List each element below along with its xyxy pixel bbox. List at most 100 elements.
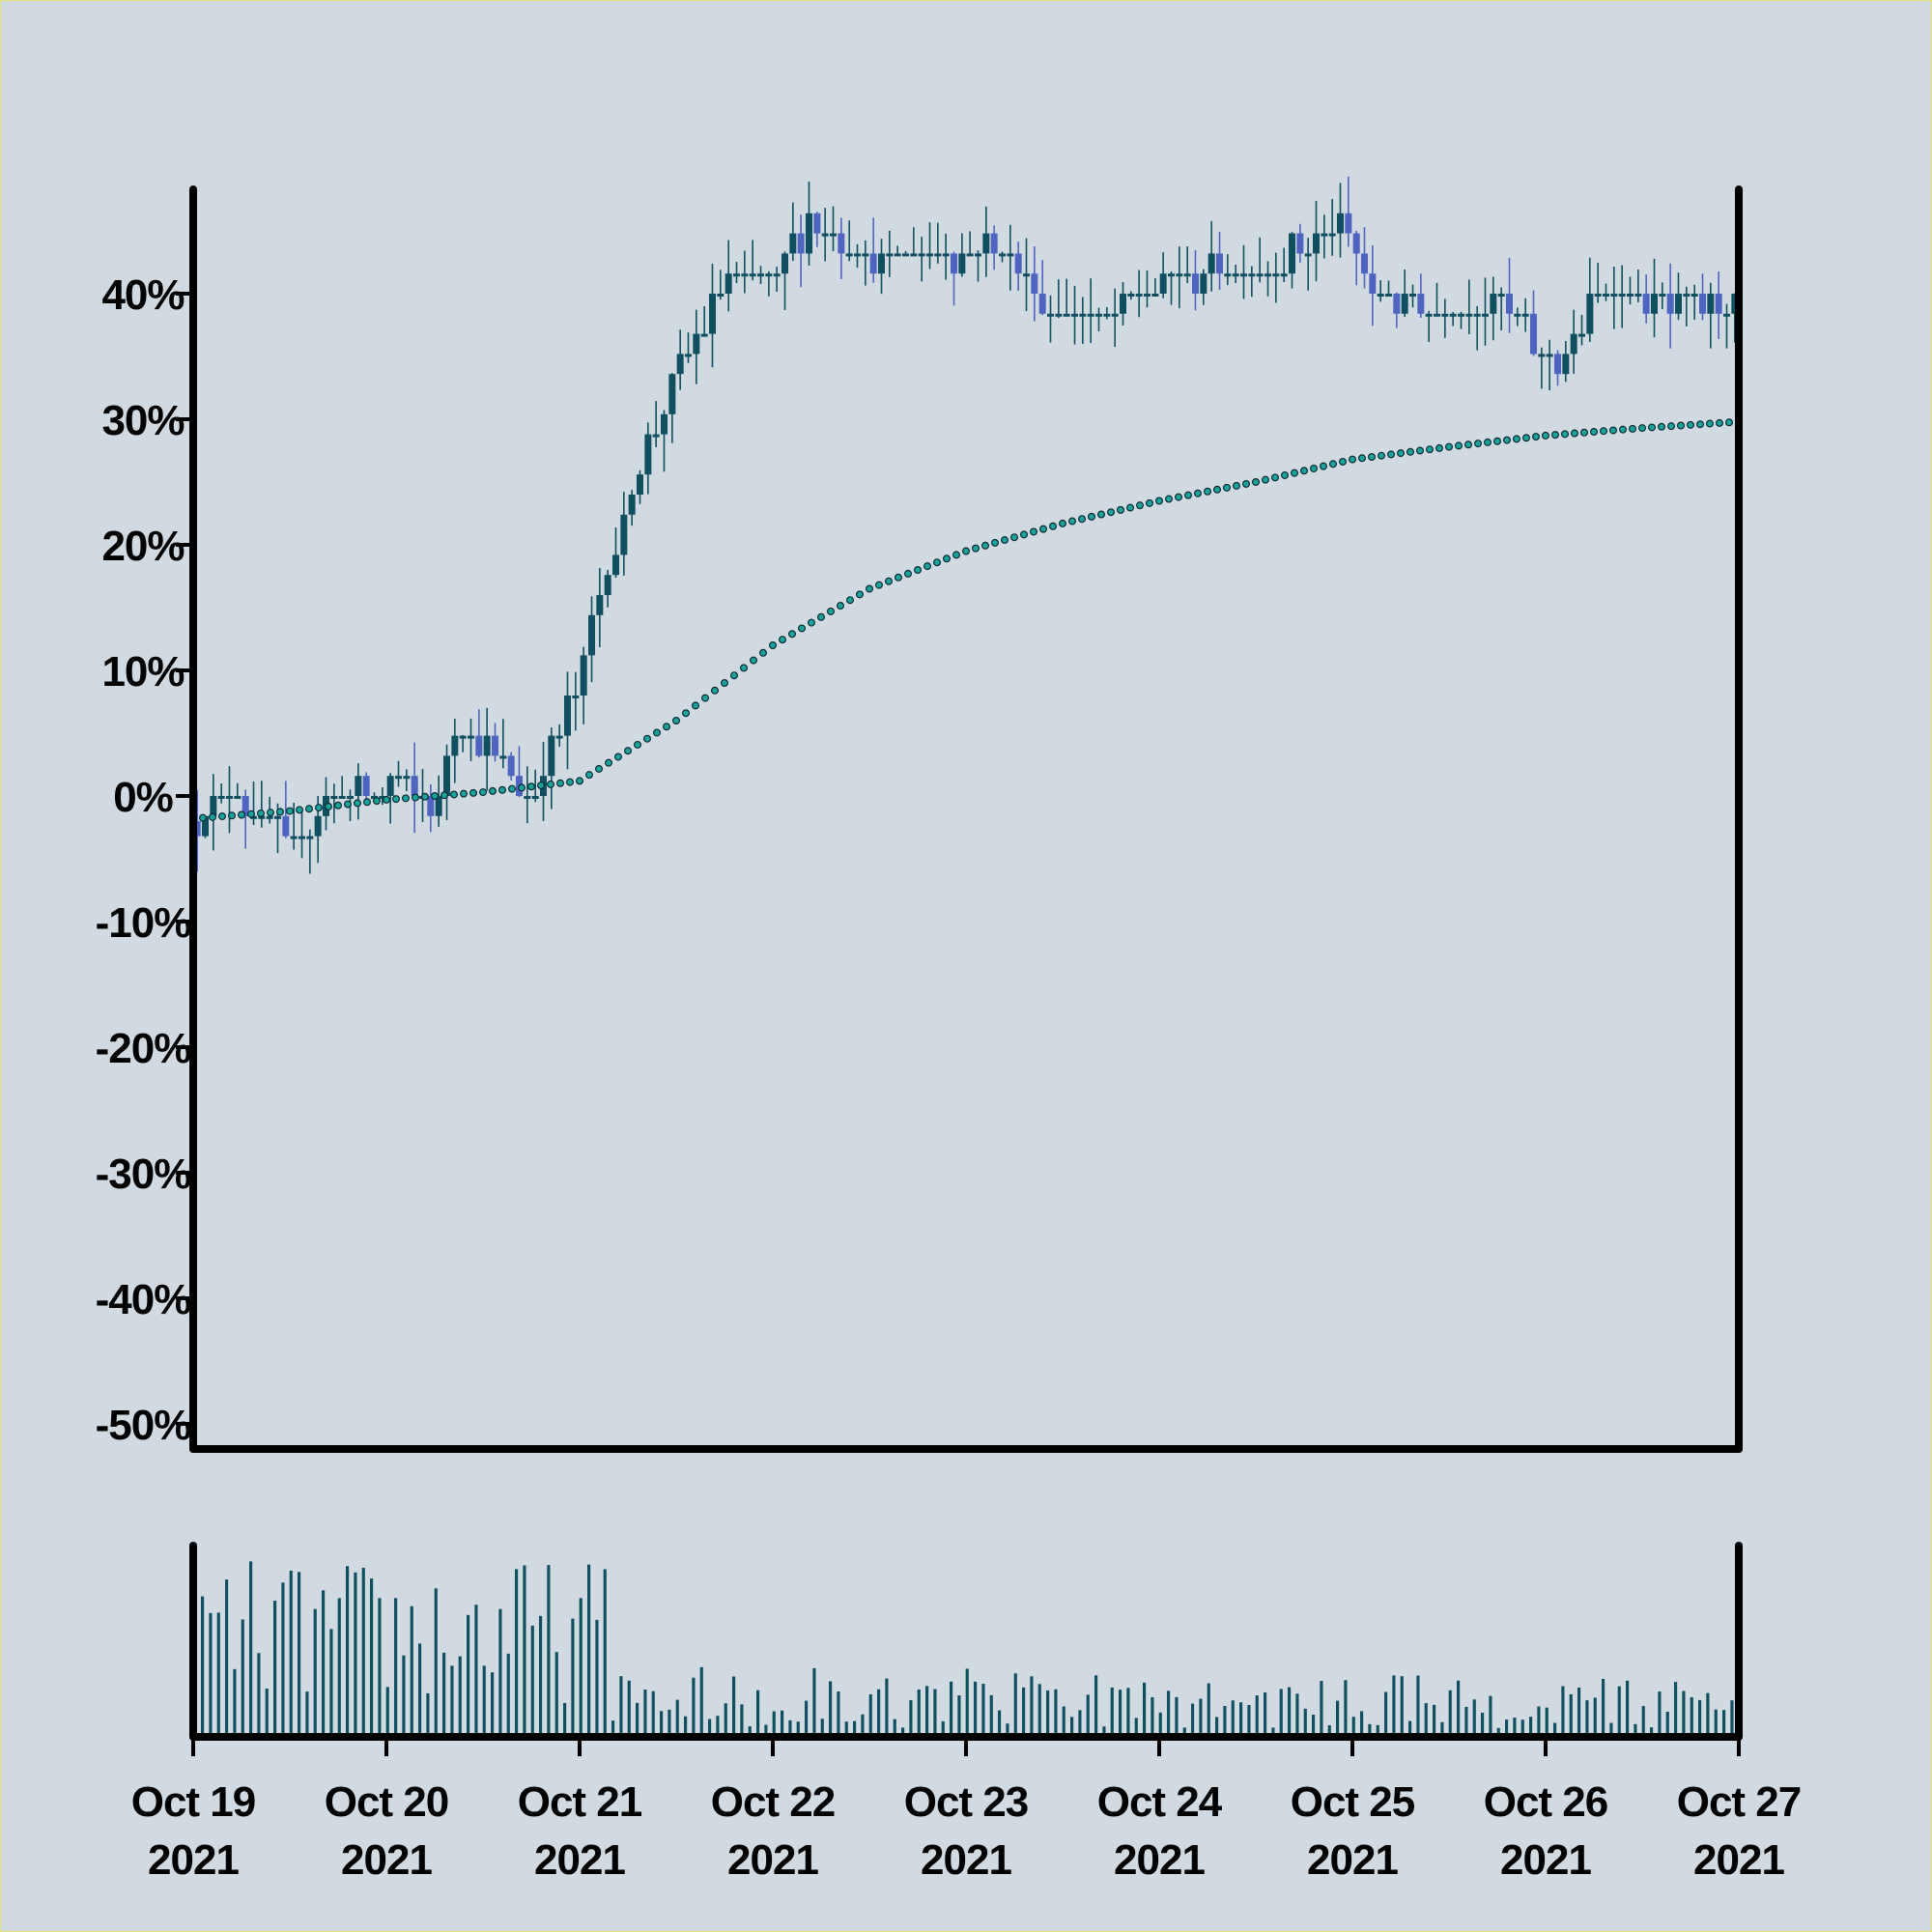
candle-body <box>330 796 338 799</box>
moving-average-point <box>1328 460 1337 469</box>
candle-body <box>1120 294 1126 314</box>
moving-average-line <box>199 418 1733 822</box>
moving-average-point <box>1058 519 1066 527</box>
volume-bar <box>289 1570 293 1733</box>
volume-bar <box>491 1672 495 1733</box>
candle-body <box>1666 294 1674 314</box>
moving-average-point <box>1319 462 1327 470</box>
volume-bar <box>418 1643 422 1733</box>
volume-bar <box>595 1619 599 1733</box>
candle-body <box>548 735 555 777</box>
candle-body <box>1458 313 1464 317</box>
moving-average-point <box>1473 440 1482 448</box>
moving-average-point <box>344 800 353 809</box>
candle-body <box>492 735 498 756</box>
volume-bar <box>965 1668 969 1733</box>
candle-body <box>1095 313 1102 317</box>
candle-body <box>1610 294 1618 297</box>
volume-bar <box>1360 1711 1364 1733</box>
moving-average-point <box>836 602 844 611</box>
candle-body <box>1530 313 1537 355</box>
candle-body <box>644 434 652 475</box>
candle-body <box>435 796 442 816</box>
candles <box>193 176 1739 874</box>
moving-average-point <box>1106 508 1115 517</box>
volume-bar <box>1022 1687 1026 1733</box>
volume-bar <box>788 1719 792 1733</box>
moving-average-point <box>1657 422 1665 431</box>
volume-bar <box>1634 1723 1637 1733</box>
volume-bar <box>1730 1700 1734 1733</box>
volume-bars <box>201 1561 1742 1733</box>
volume-bar <box>1674 1682 1678 1733</box>
candle-body <box>314 815 322 837</box>
candle-body <box>942 253 950 257</box>
volume-bar <box>579 1598 582 1733</box>
x-tick-label-year: 2021 <box>148 1836 239 1884</box>
candle-body <box>483 735 491 756</box>
candle-body <box>1264 273 1271 277</box>
candle-body <box>765 273 773 277</box>
volume-bar <box>941 1720 945 1733</box>
volume-bar <box>1094 1675 1098 1733</box>
moving-average-point <box>1406 447 1414 456</box>
volume-bar <box>1513 1718 1517 1733</box>
moving-average-point <box>1502 436 1511 444</box>
volume-bar <box>981 1684 985 1733</box>
volume-bar <box>1481 1712 1485 1733</box>
candle-body <box>386 776 394 796</box>
candle-body <box>1618 294 1626 297</box>
volume-bar <box>201 1596 205 1733</box>
moving-average-point <box>681 709 690 718</box>
moving-average-point <box>1531 433 1540 441</box>
candle-body <box>1369 273 1377 294</box>
candle-body <box>1449 313 1457 317</box>
candle-body <box>217 796 225 799</box>
volume-bar <box>643 1689 647 1733</box>
candle-body <box>1144 294 1151 297</box>
candle-body <box>1063 313 1070 317</box>
volume-bar <box>660 1711 664 1733</box>
candle-body <box>999 253 1006 257</box>
volume-bar <box>748 1726 752 1733</box>
volume-bar <box>957 1695 961 1733</box>
candle-body <box>1690 294 1698 297</box>
candle-body <box>395 776 402 780</box>
moving-average-point <box>412 793 420 802</box>
candle-body <box>1111 313 1119 317</box>
candle-body <box>1296 233 1304 254</box>
candle-body <box>475 735 483 756</box>
candle-body <box>628 495 636 515</box>
candle-body <box>1490 294 1497 314</box>
moving-average-point <box>218 812 227 821</box>
moving-average-point <box>903 569 912 578</box>
candle-body <box>886 253 894 257</box>
candle-body <box>620 514 628 555</box>
candle-body <box>572 696 580 698</box>
moving-average-point <box>884 577 893 585</box>
moving-average-point <box>1454 441 1463 450</box>
moving-average-point <box>1618 425 1627 434</box>
moving-average-point <box>1415 446 1424 455</box>
volume-bar <box>675 1699 679 1733</box>
volume-bar <box>498 1608 502 1733</box>
candle-body <box>371 796 378 799</box>
candle-body <box>1497 294 1505 297</box>
moving-average-point <box>952 551 960 559</box>
candle-body <box>910 253 918 257</box>
moving-average-point <box>1386 450 1395 459</box>
candle-body <box>202 815 209 837</box>
moving-average-point <box>971 544 980 553</box>
candle-body <box>1321 233 1328 237</box>
moving-average-point <box>1512 435 1520 443</box>
moving-average-point <box>1560 430 1569 439</box>
volume-bar <box>1119 1690 1122 1733</box>
volume-bar <box>1593 1697 1597 1733</box>
volume-bar <box>619 1676 623 1733</box>
volume-bar <box>1609 1722 1613 1733</box>
volume-bar <box>699 1666 703 1733</box>
candle-body <box>1699 294 1706 314</box>
moving-average-point <box>305 805 314 813</box>
volume-bar <box>402 1655 406 1733</box>
volume-bar <box>1247 1705 1251 1733</box>
